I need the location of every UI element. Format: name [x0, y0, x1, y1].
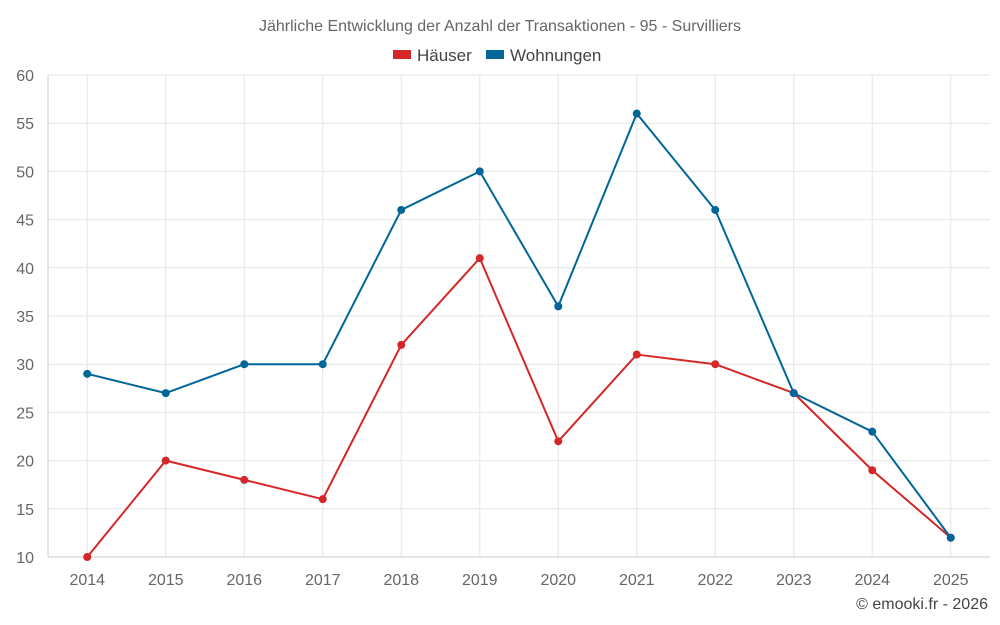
legend-label-wohnungen: Wohnungen: [510, 46, 601, 65]
series: [83, 109, 955, 561]
series-line-wohnungen: [87, 112, 952, 539]
series-wohnungen: [83, 109, 955, 542]
data-point-wohnungen[interactable]: [240, 360, 249, 369]
x-tick-label: 2022: [697, 572, 733, 589]
y-tick-label: 55: [16, 116, 34, 133]
data-point-haeuser[interactable]: [632, 350, 641, 359]
x-tick-label: 2020: [540, 572, 576, 589]
x-tick-label: 2015: [148, 572, 184, 589]
data-point-wohnungen[interactable]: [946, 533, 955, 542]
data-point-haeuser[interactable]: [711, 360, 720, 369]
legend: Häuser Wohnungen: [393, 46, 601, 65]
x-axis: 2014 2015 2016 2017 2018 2019 2020 2021 2022 2023…: [48, 556, 990, 589]
data-point-wohnungen[interactable]: [83, 369, 92, 378]
data-point-wohnungen[interactable]: [632, 109, 641, 118]
data-point-haeuser[interactable]: [868, 466, 877, 475]
y-tick-label: 15: [16, 502, 34, 519]
y-tick-label: 30: [16, 357, 34, 374]
y-tick-label: 25: [16, 405, 34, 422]
data-point-wohnungen[interactable]: [711, 205, 720, 214]
chart-title: Jährliche Entwicklung der Anzahl der Tra…: [259, 18, 741, 35]
data-point-haeuser[interactable]: [240, 475, 249, 484]
x-tick-label: 2014: [69, 572, 105, 589]
y-tick-label: 60: [16, 68, 34, 85]
x-tick-label: 2018: [383, 572, 419, 589]
data-point-haeuser[interactable]: [318, 495, 327, 504]
y-tick-label: 10: [16, 550, 34, 567]
data-point-haeuser[interactable]: [475, 254, 484, 263]
legend-item-wohnungen[interactable]: Wohnungen: [486, 46, 601, 65]
footer-credit: © emooki.fr - 2026: [856, 596, 988, 613]
x-tick-label: 2023: [776, 572, 812, 589]
y-axis: 10 15 20 25 30 35 40 45 50 55 60: [16, 68, 49, 567]
data-point-wohnungen[interactable]: [554, 302, 563, 311]
y-tick-label: 20: [16, 454, 34, 471]
data-point-wohnungen[interactable]: [161, 389, 170, 398]
data-point-haeuser[interactable]: [554, 437, 563, 446]
data-point-wohnungen[interactable]: [868, 427, 877, 436]
data-point-wohnungen[interactable]: [789, 389, 798, 398]
y-tick-label: 40: [16, 261, 34, 278]
x-tick-label: 2021: [619, 572, 655, 589]
legend-swatch-haeuser: [393, 50, 411, 59]
x-tick-label: 2024: [854, 572, 890, 589]
y-tick-label: 35: [16, 309, 34, 326]
legend-item-haeuser[interactable]: Häuser: [393, 46, 472, 65]
data-point-wohnungen[interactable]: [318, 360, 327, 369]
x-tick-label: 2017: [305, 572, 341, 589]
series-line-haeuser: [86, 257, 952, 558]
data-point-haeuser[interactable]: [161, 456, 170, 465]
data-point-wohnungen[interactable]: [475, 167, 484, 176]
y-tick-label: 45: [16, 213, 34, 230]
x-tick-label: 2025: [933, 572, 969, 589]
gridlines: [48, 74, 990, 558]
data-point-haeuser[interactable]: [397, 340, 406, 349]
legend-swatch-wohnungen: [486, 50, 504, 59]
data-point-haeuser[interactable]: [83, 553, 92, 561]
data-point-wohnungen[interactable]: [397, 205, 406, 214]
legend-label-haeuser: Häuser: [417, 46, 472, 65]
x-tick-label: 2019: [462, 572, 498, 589]
x-tick-label: 2016: [226, 572, 262, 589]
y-tick-label: 50: [16, 164, 34, 181]
